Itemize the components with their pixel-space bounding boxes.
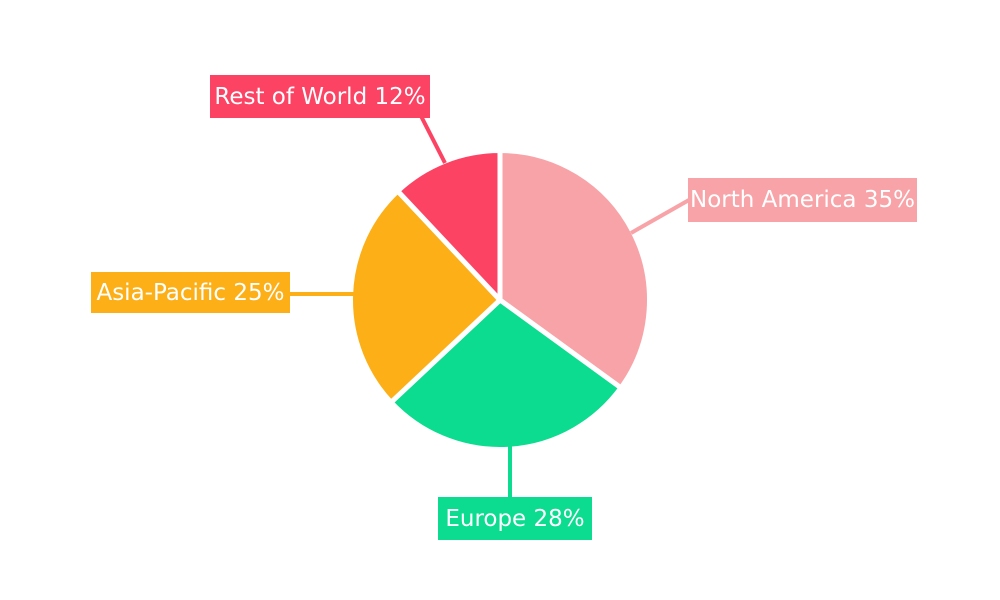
callout-label-asia-pacific-text: Asia-Pacific 25%: [96, 279, 285, 306]
callout-label-europe[interactable]: Europe 28%: [438, 497, 592, 540]
callout-label-north-america-text: North America 35%: [690, 187, 915, 213]
callout-label-europe-text: Europe 28%: [445, 505, 585, 532]
leader-line-rest-of-world: [419, 115, 447, 164]
callout-label-asia-pacific[interactable]: Asia-Pacific 25%: [91, 272, 290, 313]
callout-label-rest-of-world-text: Rest of World 12%: [214, 83, 426, 110]
callout-label-north-america[interactable]: North America 35%: [688, 178, 917, 222]
leader-line-north-america: [630, 198, 690, 235]
callout-label-rest-of-world[interactable]: Rest of World 12%: [210, 75, 430, 118]
